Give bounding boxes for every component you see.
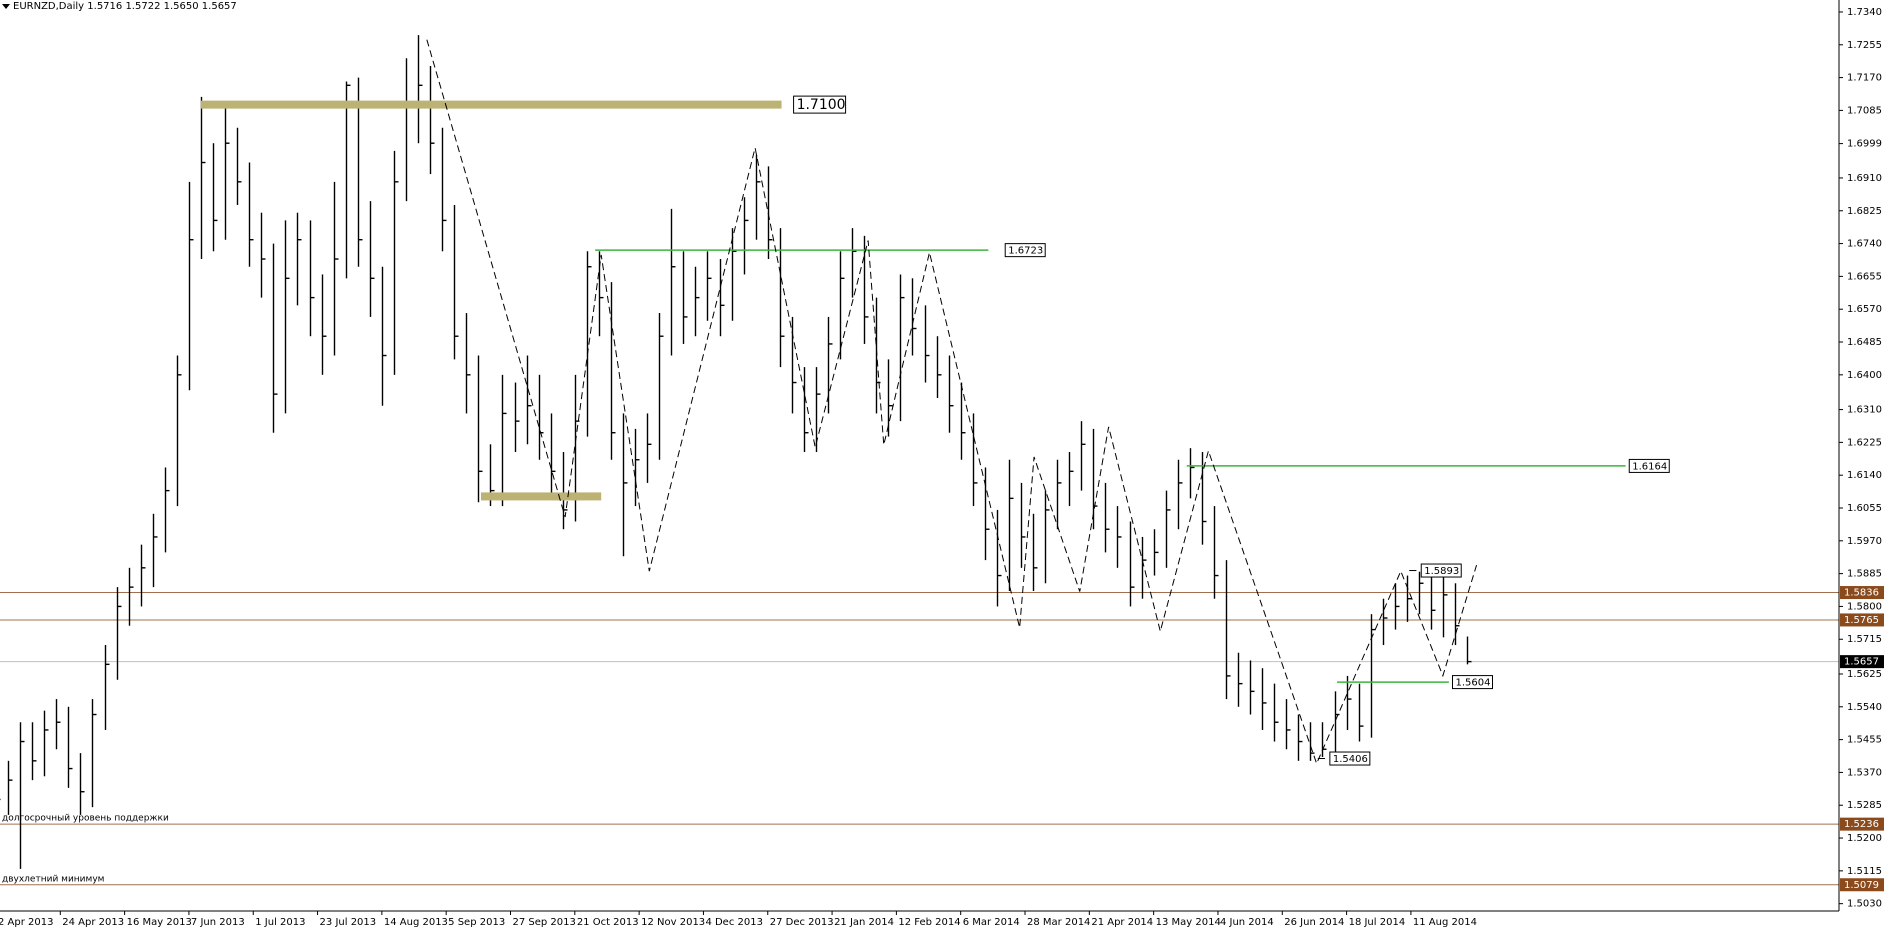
- price-label: 1.5836: [1844, 588, 1879, 599]
- x-tick-label: 24 Apr 2013: [62, 917, 124, 928]
- y-tick-label: 1.5625: [1847, 669, 1882, 680]
- label-box: [1420, 563, 1462, 578]
- x-tick-label: 26 Jun 2014: [1284, 917, 1344, 928]
- x-tick-label: 6 Mar 2014: [963, 917, 1020, 928]
- price-label: 1.5079: [1844, 880, 1879, 891]
- x-tick-label: 28 Mar 2014: [1027, 917, 1090, 928]
- y-tick-label: 1.5200: [1847, 833, 1882, 844]
- price-label: 1.5236: [1844, 819, 1879, 830]
- x-tick-label: 23 Jul 2013: [320, 917, 377, 928]
- y-tick-label: 1.6485: [1847, 337, 1882, 348]
- y-tick-label: 1.6740: [1847, 239, 1882, 250]
- y-tick-label: 1.6400: [1847, 370, 1882, 381]
- x-tick-label: 13 May 2014: [1156, 917, 1221, 928]
- y-tick-label: 1.5970: [1847, 536, 1882, 547]
- x-tick-label: 12 Feb 2014: [898, 917, 960, 928]
- y-tick-label: 1.5285: [1847, 800, 1882, 811]
- y-tick-label: 1.5370: [1847, 767, 1882, 778]
- y-tick-label: 1.7255: [1847, 40, 1882, 51]
- x-tick-label: 27 Sep 2013: [512, 917, 575, 928]
- x-tick-label: 4 Dec 2013: [705, 917, 763, 928]
- chart-title: EURNZD,Daily 1.5716 1.5722 1.5650 1.5657: [13, 1, 237, 12]
- y-tick-label: 1.6055: [1847, 503, 1882, 514]
- x-tick-label: 2 Apr 2013: [0, 917, 53, 928]
- x-tick-label: 12 Nov 2013: [641, 917, 705, 928]
- x-tick-label: 21 Jan 2014: [834, 917, 894, 928]
- plot-area: 1.7100 1.6723 1.6164 1.5604 1.5893 1.5406: [0, 35, 1839, 886]
- label-text: 1.5604: [1455, 678, 1490, 689]
- y-tick-label: 1.5800: [1847, 601, 1882, 612]
- note: долгосрочный уровень поддержки: [2, 814, 169, 824]
- y-tick-label: 1.5540: [1847, 702, 1882, 713]
- price-label: 1.5657: [1844, 657, 1879, 668]
- x-tick-label: 11 Aug 2014: [1413, 917, 1477, 928]
- y-tick-label: 1.6310: [1847, 405, 1882, 416]
- zigzag: [427, 40, 1477, 764]
- y-tick-label: 1.7170: [1847, 73, 1882, 84]
- price-label-box: [1840, 878, 1884, 892]
- label-box: [793, 95, 847, 114]
- x-tick-label: 5 Sep 2013: [448, 917, 505, 928]
- label-text: 1.5406: [1333, 754, 1368, 765]
- note: двухлетний минимум: [2, 874, 104, 884]
- x-tick-label: 21 Oct 2013: [577, 917, 639, 928]
- label-text: 1.5893: [1424, 566, 1459, 577]
- x-tick-label: 21 Apr 2014: [1091, 917, 1153, 928]
- price-label-box: [1840, 613, 1884, 627]
- x-tick-label: 4 Jun 2014: [1220, 917, 1274, 928]
- price-label: 1.5765: [1844, 615, 1879, 626]
- y-tick-label: 1.6825: [1847, 206, 1882, 217]
- label-box: [1451, 675, 1493, 690]
- zone: [480, 492, 602, 501]
- y-tick-label: 1.6140: [1847, 470, 1882, 481]
- wave-lines: [427, 40, 1477, 764]
- y-tick-label: 1.7340: [1847, 7, 1882, 18]
- label-text: 1.6723: [1008, 246, 1043, 257]
- x-tick-label: 16 May 2013: [127, 917, 192, 928]
- menu-arrow[interactable]: [2, 4, 10, 9]
- x-tick-label: 27 Dec 2013: [770, 917, 834, 928]
- y-tick-label: 1.5455: [1847, 735, 1882, 746]
- zone: [200, 100, 782, 109]
- y-tick-label: 1.6999: [1847, 139, 1882, 150]
- y-tick-label: 1.6655: [1847, 271, 1882, 282]
- x-tick-label: 1 Jul 2013: [255, 917, 305, 928]
- y-tick-label: 1.6225: [1847, 437, 1882, 448]
- y-tick-label: 1.5030: [1847, 899, 1882, 910]
- y-tick-label: 1.5715: [1847, 634, 1882, 645]
- y-tick-label: 1.7085: [1847, 105, 1882, 116]
- y-tick-label: 1.5885: [1847, 569, 1882, 580]
- label-box: [1628, 458, 1670, 473]
- y-tick-label: 1.6570: [1847, 304, 1882, 315]
- price-label-box: [1840, 817, 1884, 831]
- price-label-box: [1840, 655, 1884, 669]
- label-box: [1329, 751, 1371, 766]
- y-tick-label: 1.5115: [1847, 866, 1882, 877]
- label-box: [1004, 243, 1046, 258]
- x-tick-label: 7 Jun 2013: [191, 917, 245, 928]
- price-label-box: [1840, 586, 1884, 600]
- label-text: 1.7100: [797, 97, 846, 113]
- x-tick-label: 14 Aug 2013: [384, 917, 448, 928]
- label-text: 1.6164: [1632, 461, 1667, 472]
- x-tick-label: 18 Jul 2014: [1349, 917, 1406, 928]
- y-tick-label: 1.6910: [1847, 173, 1882, 184]
